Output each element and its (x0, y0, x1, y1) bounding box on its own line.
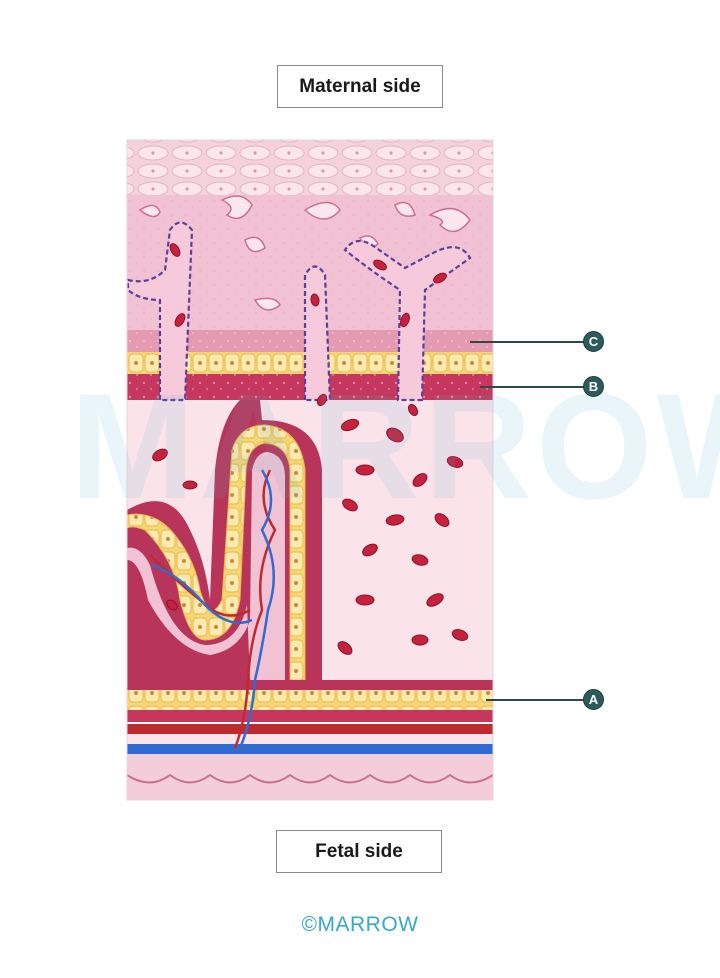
maternal-glands (138, 195, 471, 311)
decidua-layer (127, 140, 493, 200)
leader-line-b (480, 386, 584, 388)
maternal-side-label: Maternal side (277, 65, 443, 108)
villus-capillaries (149, 469, 277, 749)
marker-a: A (583, 689, 604, 710)
chorionic-vein (127, 744, 493, 754)
fetal-side-label: Fetal side (276, 830, 442, 873)
red-blood-cells (152, 243, 469, 655)
chorionic-artery (127, 724, 493, 734)
villus-trophoblast (127, 424, 306, 681)
marker-b: B (583, 376, 604, 397)
leader-line-c (470, 341, 584, 343)
marker-c: C (583, 331, 604, 352)
brand-logo-text: ©MARROW (301, 913, 419, 936)
leader-line-a (486, 699, 584, 701)
layer-a (127, 680, 493, 690)
amnion-edge (127, 773, 493, 784)
